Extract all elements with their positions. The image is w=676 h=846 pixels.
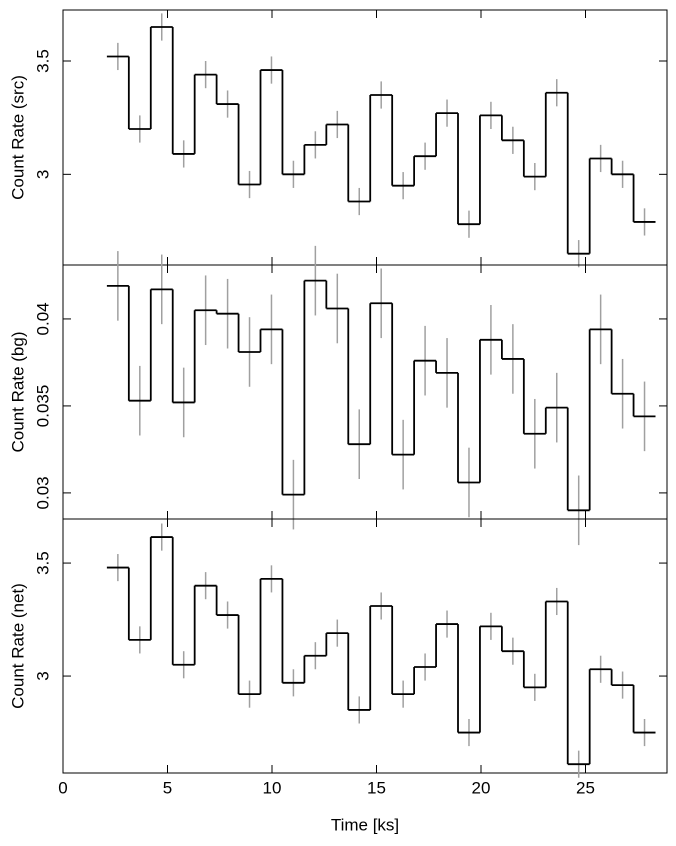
plot-frame: [62, 518, 668, 774]
x-tick-label: 10: [263, 778, 282, 797]
y-tick-label: 0.03: [33, 476, 52, 509]
y-tick-label: 3.5: [33, 551, 52, 575]
y-axis-label: Count Rate (src): [8, 75, 27, 200]
y-tick-label: 3: [33, 671, 52, 680]
x-tick-label: 15: [367, 778, 386, 797]
x-axis-label: Time [ks]: [331, 815, 399, 834]
y-axis-label: Count Rate (bg): [8, 332, 27, 453]
plot-frame: [62, 264, 668, 520]
y-tick-label: 3.5: [33, 49, 52, 73]
y-tick-label: 0.04: [33, 302, 52, 335]
x-tick-label: 0: [58, 778, 67, 797]
y-tick-label: 3: [33, 170, 52, 179]
y-tick-label: 0.035: [33, 385, 52, 428]
x-tick-label: 5: [163, 778, 172, 797]
x-tick-label: 20: [472, 778, 491, 797]
x-tick-label: 25: [576, 778, 595, 797]
y-axis-label: Count Rate (net): [8, 583, 27, 709]
plot-frame: [62, 9, 668, 266]
